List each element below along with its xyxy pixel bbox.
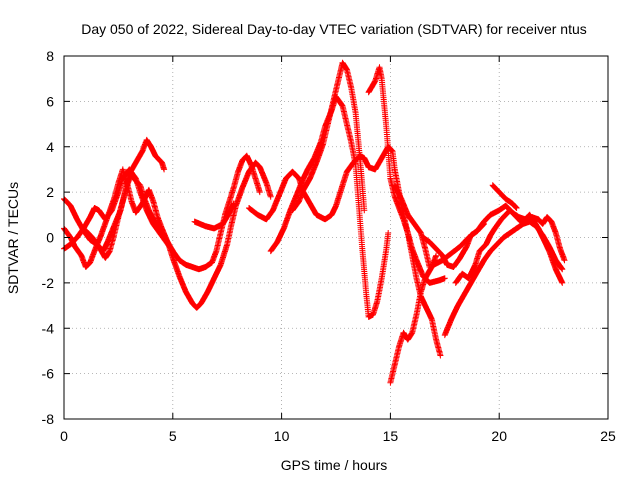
- grid-lines: [64, 56, 608, 419]
- x-axis: 0 5 10 15 20 25: [60, 56, 616, 444]
- data-marker: [430, 202, 568, 268]
- y-tick-label: 6: [46, 93, 54, 109]
- data-marker: [387, 252, 440, 386]
- data-marker: [82, 171, 176, 261]
- data-track: [489, 182, 520, 211]
- y-tick-label: -2: [42, 275, 55, 291]
- data-track: [82, 171, 176, 261]
- data-track: [267, 93, 392, 320]
- data-marker: [191, 200, 237, 232]
- data-marker: [441, 218, 566, 339]
- data-track: [391, 182, 433, 270]
- y-tick-label: 8: [46, 48, 54, 64]
- data-track: [387, 252, 440, 386]
- x-axis-label: GPS time / hours: [281, 457, 388, 473]
- data-marker: [267, 93, 392, 320]
- data-marker: [246, 143, 448, 286]
- x-tick-label: 10: [274, 428, 290, 444]
- x-tick-label: 20: [491, 428, 507, 444]
- data-track: [441, 218, 566, 339]
- y-axis: -8 -6 -4 -2 0 2 4 6 8: [42, 48, 608, 427]
- x-tick-label: 25: [600, 428, 616, 444]
- data-track: [246, 143, 448, 286]
- x-tick-label: 5: [169, 428, 177, 444]
- data-track: [289, 59, 368, 214]
- y-tick-label: -4: [42, 320, 55, 336]
- y-tick-label: 4: [46, 139, 54, 155]
- y-tick-label: -6: [42, 366, 55, 382]
- y-tick-label: 2: [46, 184, 54, 200]
- y-axis-label: SDTVAR / TECUs: [5, 182, 21, 294]
- y-tick-label: -8: [42, 411, 55, 427]
- y-tick-label: 0: [46, 230, 54, 246]
- data-points: [61, 59, 568, 386]
- data-marker: [391, 182, 433, 270]
- x-tick-label: 15: [383, 428, 399, 444]
- x-tick-label: 0: [60, 428, 68, 444]
- data-marker: [289, 59, 368, 214]
- data-track: [430, 202, 568, 268]
- data-marker: [489, 182, 520, 211]
- data-track: [191, 200, 237, 232]
- chart-title: Day 050 of 2022, Sidereal Day-to-day VTE…: [81, 21, 587, 37]
